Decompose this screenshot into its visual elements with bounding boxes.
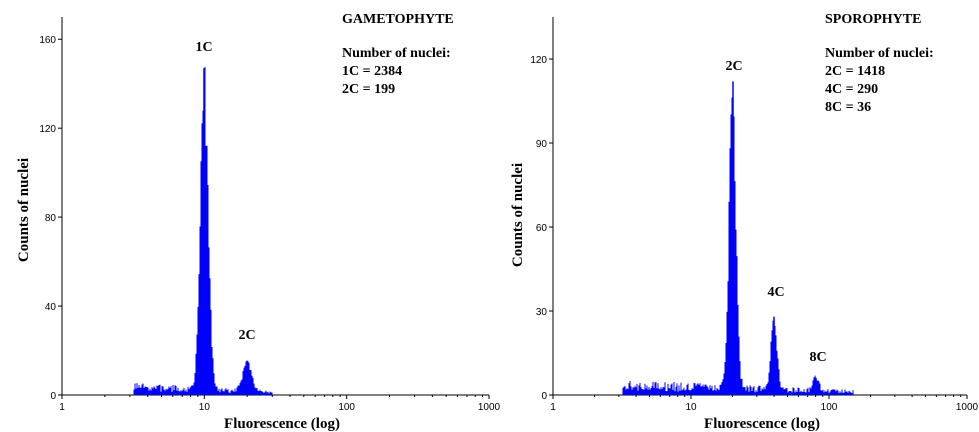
y-tick-label: 160 [39, 35, 56, 46]
histogram-bars [622, 81, 854, 395]
y-tick-label: 30 [536, 307, 548, 318]
x-tick-label: 100 [338, 402, 355, 413]
y-tick-label: 90 [536, 139, 548, 150]
x-tick-label: 100 [821, 402, 838, 413]
peak-label: 4C [767, 285, 784, 300]
legend-line: 8C = 36 [825, 100, 871, 115]
y-tick-label: 120 [530, 55, 547, 66]
x-tick-label: 1000 [956, 402, 979, 413]
peak-label: 2C [238, 328, 255, 343]
legend-heading: Number of nuclei: [342, 46, 451, 61]
panel-title: SPOROPHYTE [825, 12, 921, 27]
legend-line: 2C = 199 [342, 82, 395, 97]
legend-line: 2C = 1418 [825, 64, 885, 79]
x-tick-label: 1 [59, 402, 65, 413]
y-tick-label: 120 [39, 124, 56, 135]
y-tick-label: 0 [541, 391, 547, 402]
axis-ticks: 1 10 100 1000 0 30 60 90 120 [530, 55, 978, 413]
y-tick-label: 80 [45, 213, 57, 224]
x-tick-label: 1000 [478, 402, 501, 413]
x-axis-label: Fluorescence (log) [704, 416, 820, 432]
axis-ticks: 1 10 100 1000 0 40 80 120 160 [39, 35, 500, 413]
panel-title: GAMETOPHYTE [342, 12, 454, 27]
histogram-bars [133, 66, 273, 395]
gametophyte-panel: 1 10 100 1000 0 40 80 120 160 Fluorescence (log)… [16, 12, 501, 432]
peak-label: 8C [809, 350, 826, 365]
x-tick-label: 1 [550, 402, 556, 413]
y-tick-label: 40 [45, 302, 57, 313]
legend-heading: Number of nuclei: [825, 46, 934, 61]
y-tick-label: 0 [50, 391, 56, 402]
y-axis-label: Counts of nuclei [16, 158, 32, 262]
x-tick-label: 10 [199, 402, 211, 413]
peak-label: 1C [195, 40, 212, 55]
y-tick-label: 60 [536, 223, 548, 234]
peak-label: 2C [725, 59, 742, 74]
y-axis-label: Counts of nuclei [510, 163, 526, 267]
legend-line: 4C = 290 [825, 82, 878, 97]
x-axis-label: Fluorescence (log) [224, 416, 340, 432]
legend-line: 1C = 2384 [342, 64, 402, 79]
x-tick-label: 10 [685, 402, 697, 413]
